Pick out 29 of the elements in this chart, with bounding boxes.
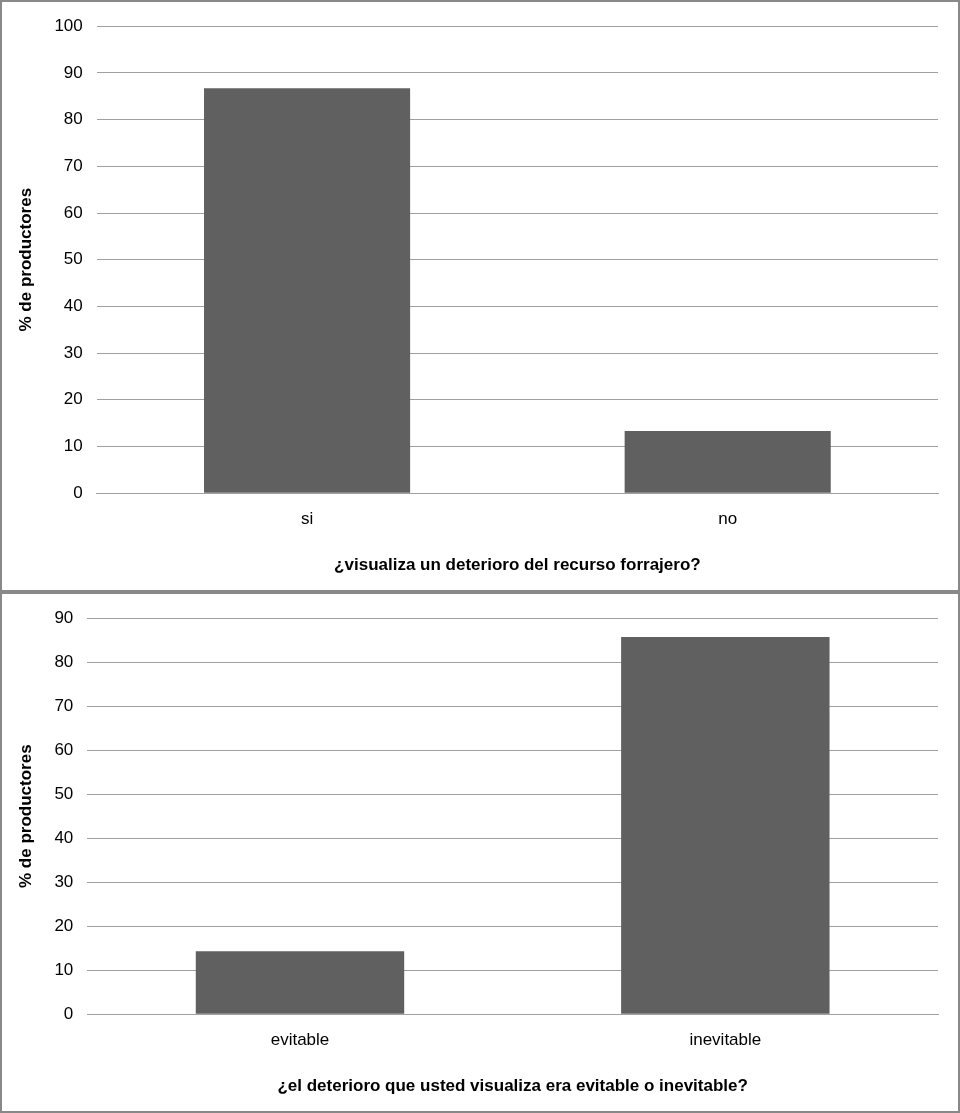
y-tick-label: 60 [54,739,74,759]
y-tick-label: 20 [63,389,83,409]
y-tick-label: 10 [63,436,83,456]
y-tick-label: 10 [54,959,74,979]
y-tick-label: 90 [63,62,83,82]
y-tick-label: 50 [54,783,74,803]
x-tick-label: evitable [270,1030,330,1050]
x-tick-label: no [718,509,738,529]
x-tick-label: si [300,509,314,529]
y-tick-label: 30 [54,871,74,891]
y-tick-label: 30 [63,342,83,362]
y-tick-label: 100 [54,15,83,35]
x-tick-label: inevitable [689,1030,762,1050]
x-axis-title: ¿visualiza un deterioro del recurso forrajero? [334,555,701,575]
y-tick-label: 40 [54,827,74,847]
x-axis-title: ¿el deterioro que usted visualiza era evitable o inevitable? [277,1076,748,1096]
y-tick-label: 0 [73,482,83,502]
y-axis-title: % de productores [15,187,35,332]
y-tick-label: 50 [63,249,83,269]
y-tick-label: 40 [63,296,83,316]
y-tick-label: 80 [63,109,83,129]
y-tick-label: 70 [54,695,74,715]
y-tick-label: 80 [54,651,74,671]
y-tick-label: 70 [63,155,83,175]
y-tick-label: 90 [54,607,74,627]
y-axis-title: % de productores [15,744,35,888]
y-tick-label: 0 [63,1003,74,1023]
y-tick-label: 20 [54,915,74,935]
y-tick-label: 60 [63,202,83,222]
